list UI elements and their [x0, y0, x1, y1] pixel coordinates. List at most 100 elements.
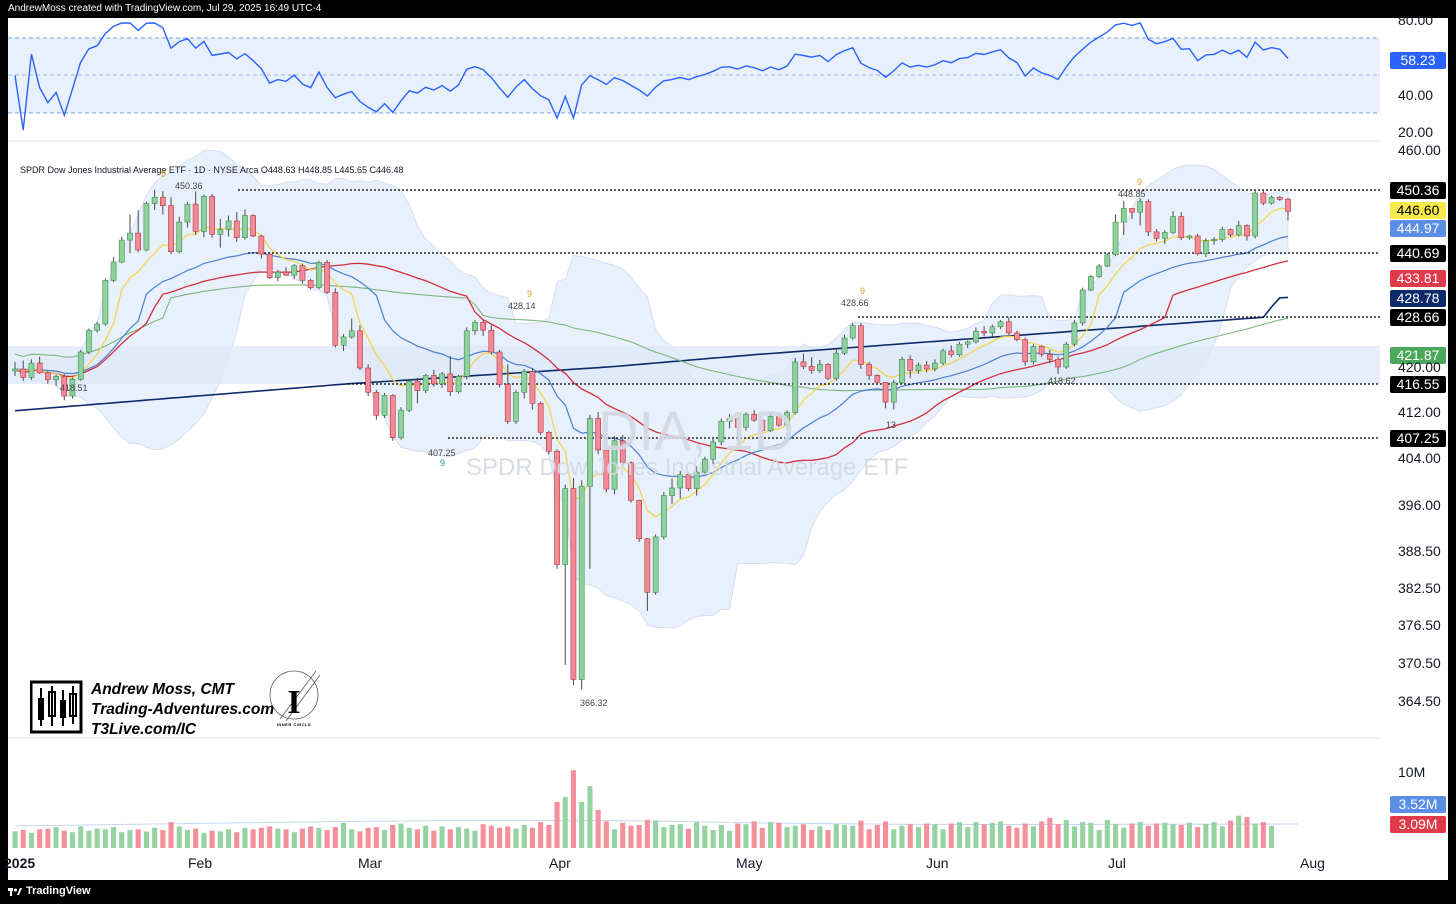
candle	[1112, 221, 1119, 256]
candle	[1030, 346, 1037, 363]
candle	[537, 403, 544, 433]
time-tick-label: Mar	[358, 855, 383, 871]
volume-bar	[37, 829, 43, 848]
volume-bar	[1211, 822, 1217, 848]
time-tick-label: May	[736, 855, 763, 871]
candle	[685, 474, 692, 489]
candle	[578, 485, 585, 680]
volume-bar	[472, 830, 478, 848]
volume-bar	[1022, 823, 1028, 848]
rsi-line	[14, 22, 1289, 131]
chart-canvas[interactable]	[8, 18, 1448, 880]
volume-bar	[768, 822, 774, 848]
candle	[488, 329, 495, 353]
time-tick-label: 2025	[4, 855, 36, 871]
candle	[948, 350, 955, 356]
candle	[168, 205, 174, 252]
price-tag: 444.97	[1390, 220, 1446, 237]
candle	[587, 418, 593, 487]
signature-text: Andrew Moss, CMT Trading-Adventures.com …	[91, 680, 274, 740]
volume-bar	[1186, 822, 1192, 848]
candle	[1194, 235, 1201, 255]
volume-bar	[373, 827, 379, 848]
volume-bar	[669, 825, 675, 848]
volume-bar	[143, 831, 149, 848]
candle	[1055, 358, 1061, 368]
candle	[118, 239, 125, 263]
candle	[1129, 208, 1135, 213]
candle	[53, 376, 59, 381]
candle	[1244, 225, 1250, 237]
candle	[792, 361, 799, 413]
volume-bar	[965, 827, 971, 848]
price-tick-label: 364.50	[1398, 693, 1441, 709]
signature-ref: T3Live.com/IC	[91, 721, 197, 738]
volume-bar	[554, 801, 560, 848]
volume-bar	[981, 824, 987, 848]
candle	[160, 196, 166, 206]
volume-bar	[628, 825, 634, 848]
candle	[529, 371, 536, 404]
volume-bar	[250, 829, 256, 848]
candle	[734, 418, 741, 428]
volume-bar	[644, 819, 650, 848]
volume-bar	[858, 820, 864, 848]
volume-bar	[1195, 827, 1201, 848]
volume-bar	[1030, 826, 1036, 848]
price-tick-label: 382.50	[1398, 580, 1441, 596]
candle	[628, 462, 634, 501]
candle	[439, 373, 445, 385]
volume-bar	[291, 832, 297, 848]
volume-bar	[201, 832, 207, 848]
td-marker: 9	[1137, 177, 1143, 187]
volume-bar	[1014, 827, 1020, 848]
candle	[94, 323, 100, 331]
candle	[250, 215, 257, 237]
volume-bar	[1252, 823, 1258, 848]
volume-bar	[603, 821, 609, 848]
candle	[619, 440, 626, 463]
volume-bar	[1047, 817, 1053, 848]
volume-bar	[119, 832, 125, 848]
candle	[562, 488, 569, 565]
candle	[1096, 265, 1102, 277]
price-tag: 450.36	[1390, 182, 1446, 199]
candle	[357, 330, 363, 369]
price-tag: 428.78	[1390, 290, 1446, 307]
candle	[1005, 321, 1012, 334]
volume-bar	[809, 830, 815, 848]
candle	[77, 351, 84, 380]
volume-bar	[1260, 822, 1266, 848]
candle	[135, 232, 141, 251]
volume-bar	[341, 822, 347, 848]
candle	[1153, 231, 1160, 239]
price-tag: 433.81	[1390, 270, 1446, 287]
volume-bar	[1203, 824, 1209, 848]
volume-bar	[751, 821, 757, 848]
candle	[1104, 254, 1111, 267]
volume-bar	[357, 831, 363, 848]
candle	[1014, 332, 1020, 340]
candle	[348, 330, 355, 338]
candle	[1120, 208, 1127, 223]
volume-bar	[817, 826, 823, 848]
candle	[956, 343, 963, 356]
candle	[283, 271, 289, 276]
candle	[825, 364, 831, 379]
volume-bar	[61, 830, 67, 848]
candle	[184, 203, 191, 223]
price-tag: 440.69	[1390, 245, 1446, 262]
volume-bar	[78, 826, 84, 848]
volume-pane	[12, 770, 1299, 848]
candle	[1227, 229, 1234, 236]
volume-bar	[398, 823, 404, 848]
volume-bar	[759, 827, 765, 848]
volume-bar	[1104, 819, 1110, 848]
volume-bar	[258, 827, 264, 848]
candle	[1268, 196, 1275, 204]
price-tag: 407.25	[1390, 430, 1446, 447]
chart-frame[interactable]: SPDR Dow Jones Industrial Average ETF · …	[4, 12, 1448, 880]
footer: TradingView	[8, 885, 91, 897]
volume-bar	[1244, 817, 1250, 848]
volume-bar	[365, 827, 371, 848]
